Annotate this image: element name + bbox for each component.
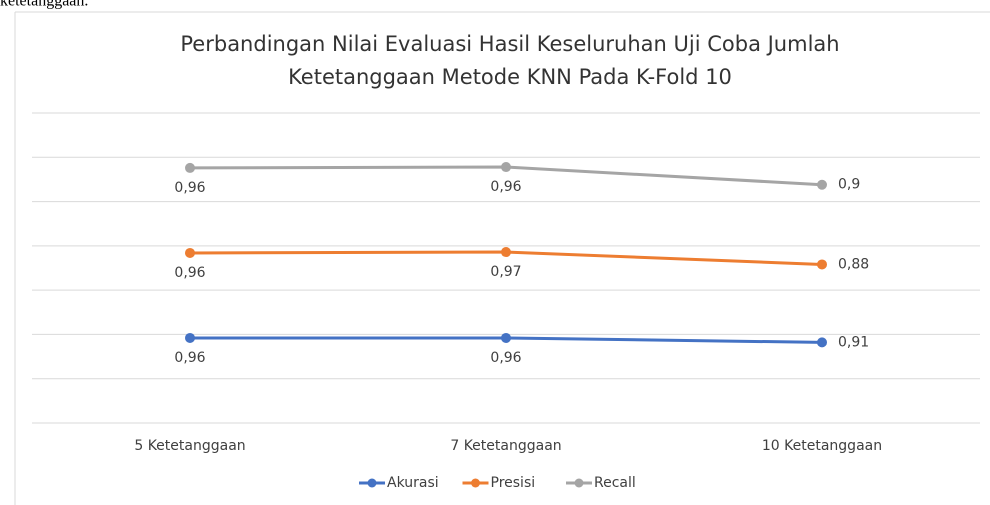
point	[185, 332, 195, 343]
legend-marker	[471, 478, 480, 488]
legend-label: Akurasi	[387, 475, 439, 491]
x-tick-label: 10 Ketetanggaan	[762, 438, 882, 454]
point	[817, 259, 827, 270]
legend-marker	[574, 478, 584, 488]
data-label: 0,88	[838, 256, 869, 272]
data-label: 0,96	[174, 350, 205, 366]
point	[501, 162, 511, 173]
point	[817, 337, 827, 348]
point	[185, 162, 195, 173]
point	[501, 332, 511, 343]
point	[817, 179, 827, 190]
data-label: 0,91	[838, 334, 869, 350]
data-label: 0,97	[490, 264, 521, 280]
data-label: 0,96	[490, 350, 521, 366]
chart-title: Perbandingan Nilai Evaluasi Hasil Keselu…	[180, 32, 839, 56]
x-tick-label: 5 Ketetanggaan	[134, 438, 245, 454]
legend-label: Presisi	[491, 475, 536, 491]
page-fragment: ketetanggaan.	[0, 0, 88, 10]
legend-label: Recall	[594, 475, 636, 491]
legend-marker	[367, 478, 377, 488]
point	[185, 247, 195, 258]
data-label: 0,96	[490, 179, 521, 195]
data-label: 0,9	[838, 177, 860, 193]
point	[501, 247, 511, 258]
data-label: 0,96	[174, 265, 205, 281]
data-label: 0,96	[174, 180, 205, 196]
chart-title: Ketetanggaan Metode KNN Pada K-Fold 10	[288, 65, 732, 89]
x-tick-label: 7 Ketetanggaan	[450, 438, 561, 454]
